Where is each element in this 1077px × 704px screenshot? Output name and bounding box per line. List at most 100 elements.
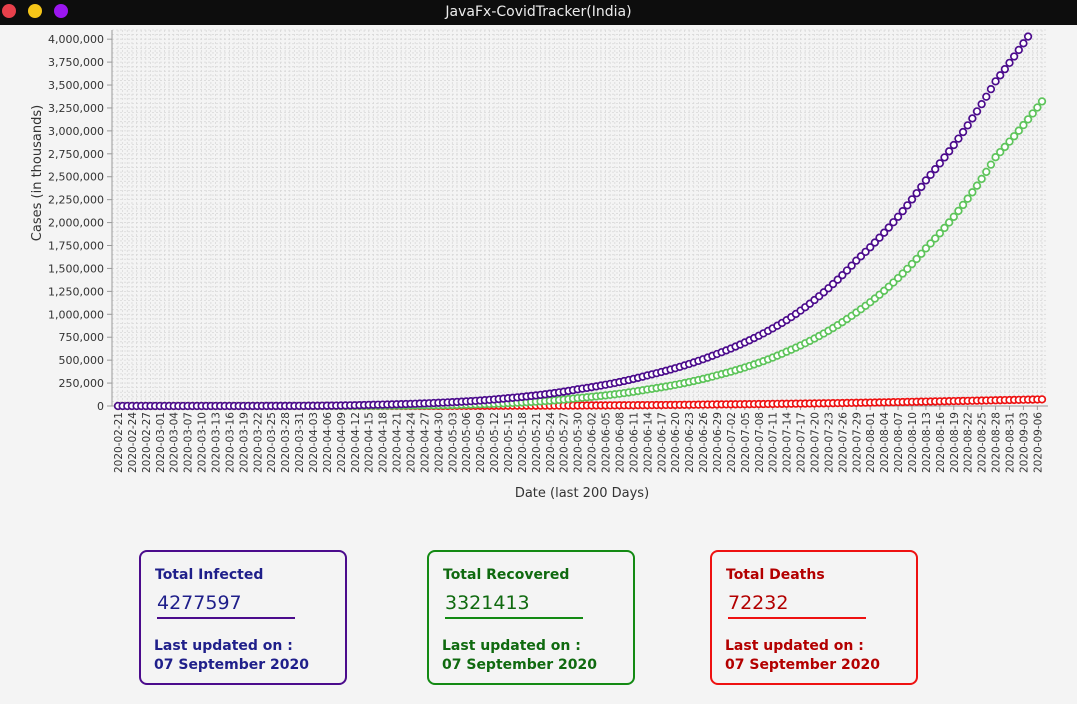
data-point	[875, 233, 884, 242]
x-tick-label: 2020-03-31	[294, 412, 306, 473]
data-point	[1037, 395, 1047, 404]
data-point	[935, 159, 944, 168]
data-point	[972, 107, 982, 116]
data-point	[991, 153, 1000, 162]
recovered-date: 07 September 2020	[442, 657, 597, 673]
data-point	[991, 77, 1000, 86]
data-point	[926, 239, 935, 248]
data-point	[931, 165, 940, 174]
data-point	[1009, 132, 1019, 141]
data-point	[1000, 64, 1010, 74]
data-point	[1033, 103, 1042, 112]
data-point	[898, 206, 907, 216]
data-point	[870, 238, 879, 247]
data-point	[940, 223, 949, 233]
y-tick-label: 1,000,000	[48, 308, 104, 321]
x-tick-label: 2020-07-20	[809, 412, 821, 473]
data-point	[944, 147, 954, 156]
data-point	[996, 71, 1005, 80]
data-point	[1005, 137, 1014, 146]
deaths-date: 07 September 2020	[725, 657, 880, 673]
x-tick-label: 2020-04-15	[364, 412, 376, 473]
x-tick-label: 2020-04-03	[308, 412, 320, 473]
x-tick-label: 2020-06-11	[628, 412, 640, 473]
data-point	[954, 206, 963, 216]
x-tick-label: 2020-06-14	[642, 412, 654, 473]
data-point	[917, 182, 926, 192]
x-tick-label: 2020-06-23	[684, 412, 696, 473]
data-point	[986, 160, 996, 169]
x-tick-label: 2020-08-22	[963, 412, 975, 473]
y-tick-label: 1,500,000	[48, 262, 104, 275]
deaths-underline	[728, 617, 866, 619]
x-tick-label: 2020-05-21	[531, 412, 543, 473]
data-point	[940, 153, 949, 162]
close-window-button[interactable]	[2, 4, 16, 18]
deaths-card: Total Deaths 72232 Last updated on : 07 …	[710, 550, 918, 685]
x-tick-label: 2020-08-01	[865, 412, 877, 473]
window-title: JavaFx-CovidTracker(India)	[445, 4, 632, 20]
data-point	[912, 254, 921, 264]
data-point	[838, 271, 847, 280]
data-point	[1014, 45, 1023, 55]
y-tick-label: 3,000,000	[48, 125, 104, 138]
x-tick-label: 2020-05-06	[461, 412, 473, 473]
x-tick-label: 2020-04-12	[350, 412, 362, 473]
data-point	[1019, 39, 1028, 48]
chart-svg: 0 250,000 500,000 750,000 1,000,000 1,250,000…	[30, 29, 1048, 501]
x-tick-label: 2020-07-02	[726, 412, 738, 473]
infected-underline	[157, 617, 295, 619]
x-tick-label: 2020-07-14	[782, 412, 794, 473]
x-tick-label: 2020-04-24	[406, 412, 418, 473]
x-tick-label: 2020-09-06	[1032, 412, 1044, 473]
data-point	[958, 200, 968, 210]
data-point	[1028, 109, 1037, 118]
data-point	[1009, 52, 1019, 61]
y-tick-label: 0	[97, 400, 104, 413]
recovered-updated-label: Last updated on :	[442, 638, 581, 654]
y-tick-label: 3,250,000	[48, 102, 104, 115]
data-point	[968, 114, 977, 123]
data-point	[889, 218, 898, 227]
x-tick-label: 2020-07-29	[851, 412, 863, 473]
y-axis-label: Cases (in thousands)	[30, 105, 45, 241]
x-tick-label: 2020-04-30	[433, 412, 445, 473]
y-tick-label: 500,000	[59, 354, 105, 367]
x-tick-label: 2020-03-28	[280, 412, 292, 473]
title-bar[interactable]: JavaFx-CovidTracker(India)	[0, 0, 1077, 25]
deaths-title: Total Deaths	[726, 567, 825, 583]
minimize-window-button[interactable]	[28, 4, 42, 18]
x-tick-label: 2020-02-21	[113, 412, 125, 473]
x-tick-label: 2020-03-07	[183, 412, 195, 473]
y-axis-ticks: 0 250,000 500,000 750,000 1,000,000 1,250,000…	[48, 33, 112, 413]
data-point	[907, 195, 917, 204]
data-point	[1000, 142, 1010, 152]
x-tick-label: 2020-03-22	[252, 412, 264, 473]
y-tick-label: 2,500,000	[48, 171, 104, 184]
data-point	[982, 167, 991, 177]
infected-date: 07 September 2020	[154, 657, 309, 673]
deaths-value: 72232	[728, 592, 789, 614]
maximize-window-button[interactable]	[54, 4, 68, 18]
x-tick-label: 2020-08-10	[907, 412, 919, 473]
x-tick-label: 2020-03-25	[266, 412, 278, 473]
x-tick-label: 2020-04-06	[322, 412, 334, 473]
data-point	[847, 261, 856, 270]
data-point	[866, 243, 875, 252]
data-point	[893, 212, 903, 221]
data-point	[861, 247, 870, 257]
x-axis-label: Date (last 200 Days)	[515, 486, 649, 501]
x-tick-label: 2020-08-16	[935, 412, 947, 473]
series-total-infected	[113, 32, 1033, 411]
data-point	[842, 266, 852, 275]
x-tick-label: 2020-06-17	[656, 412, 668, 473]
recovered-underline	[445, 617, 583, 619]
x-tick-label: 2020-08-04	[879, 412, 891, 473]
y-tick-label: 3,750,000	[48, 56, 104, 69]
data-point	[1023, 32, 1033, 41]
data-point	[972, 181, 982, 190]
x-tick-label: 2020-04-21	[392, 412, 404, 473]
x-tick-label: 2020-08-25	[977, 412, 989, 473]
x-tick-label: 2020-07-05	[740, 412, 752, 473]
x-tick-label: 2020-08-07	[893, 412, 905, 473]
